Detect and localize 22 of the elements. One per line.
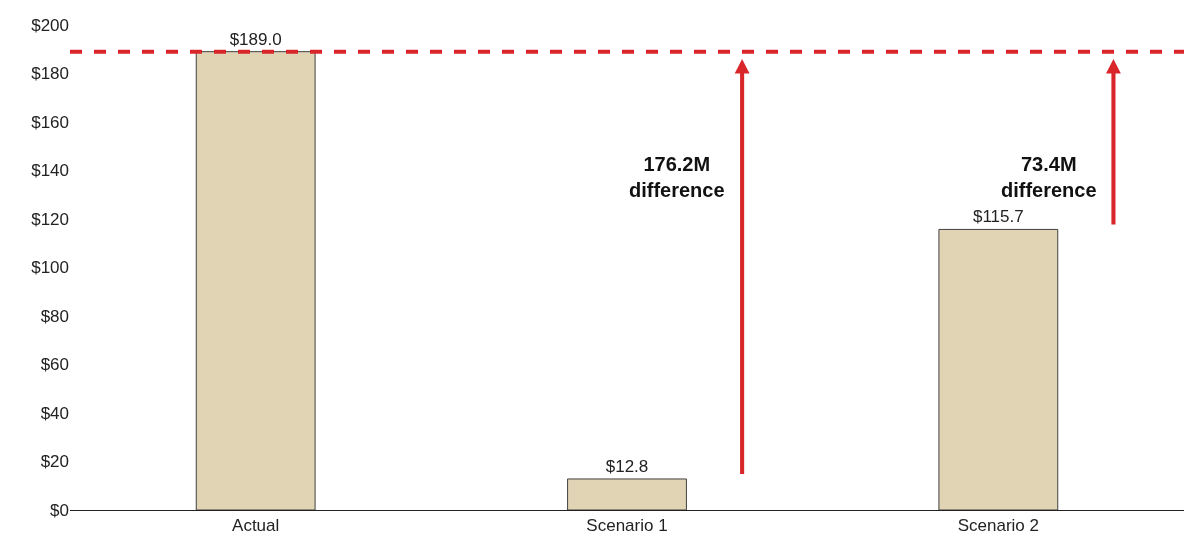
bar bbox=[195, 51, 316, 510]
y-tick-label: $200 bbox=[31, 15, 69, 35]
bar bbox=[938, 228, 1059, 510]
data-label: $189.0 bbox=[229, 29, 282, 49]
annotation: 176.2M difference bbox=[629, 153, 725, 201]
y-tick-label: $0 bbox=[50, 500, 69, 520]
y-tick-label: $160 bbox=[31, 112, 69, 132]
x-tick-label: Actual bbox=[232, 516, 280, 536]
y-tick-label: $60 bbox=[40, 355, 69, 375]
data-label: $12.8 bbox=[605, 456, 649, 476]
y-tick-label: $40 bbox=[40, 403, 69, 423]
y-tick-label: $120 bbox=[31, 209, 69, 229]
annotation: 73.4M difference bbox=[1001, 153, 1097, 201]
bar bbox=[567, 478, 687, 510]
y-tick-label: $100 bbox=[31, 258, 69, 278]
x-tick-label: Scenario 2 bbox=[957, 516, 1039, 536]
y-tick-label: $140 bbox=[31, 161, 69, 181]
y-tick-label: $20 bbox=[40, 452, 69, 472]
x-tick-label: Scenario 1 bbox=[586, 516, 668, 536]
y-tick-label: $80 bbox=[40, 306, 69, 326]
y-tick-label: $180 bbox=[31, 64, 69, 84]
data-label: $115.7 bbox=[972, 207, 1024, 227]
